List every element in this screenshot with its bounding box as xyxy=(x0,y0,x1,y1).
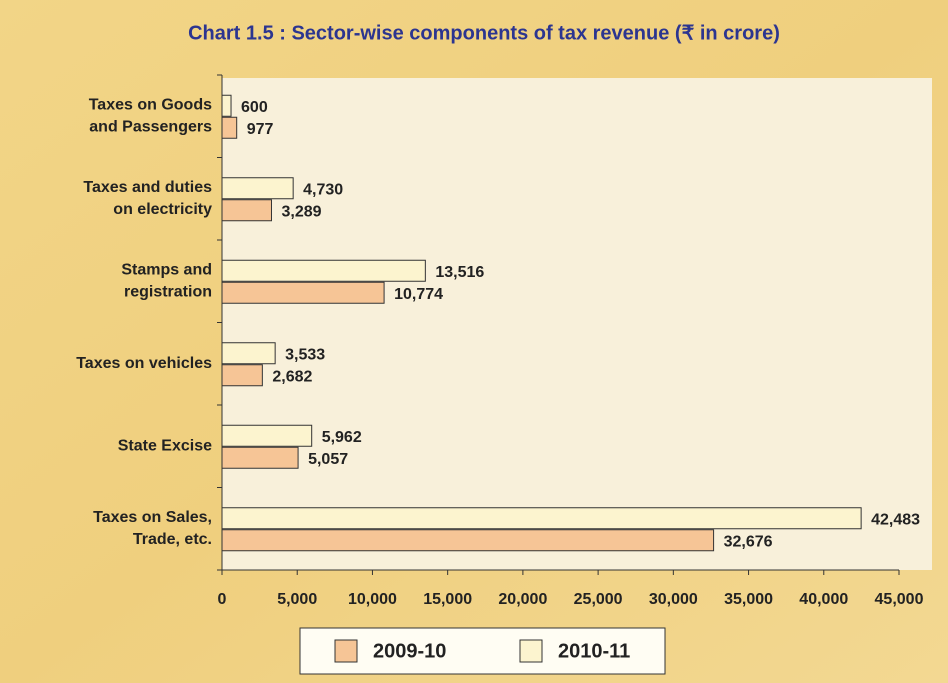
bar xyxy=(221,177,294,200)
category-label: Taxes and duties xyxy=(83,179,212,196)
value-label: 32,676 xyxy=(724,533,773,550)
x-tick-label: 25,000 xyxy=(574,591,623,608)
value-label: 13,516 xyxy=(435,264,484,281)
bar xyxy=(221,342,276,365)
x-tick-label: 0 xyxy=(218,591,227,608)
chart-title: Chart 1.5 : Sector-wise components of ta… xyxy=(188,22,780,44)
value-label: 4,730 xyxy=(303,181,343,198)
legend-swatch xyxy=(519,639,543,663)
value-label: 3,289 xyxy=(281,203,321,220)
x-tick-label: 30,000 xyxy=(649,591,698,608)
bar xyxy=(221,507,862,530)
x-tick-label: 5,000 xyxy=(277,591,317,608)
legend-label: 2010-11 xyxy=(558,640,630,662)
value-label: 600 xyxy=(241,99,268,116)
x-tick-label: 35,000 xyxy=(724,591,773,608)
category-label: Taxes on Goods xyxy=(89,96,212,113)
category-label: Taxes on vehicles xyxy=(76,355,212,372)
bar xyxy=(221,446,299,469)
category-label: and Passengers xyxy=(89,118,212,135)
legend-swatch xyxy=(334,639,358,663)
bar xyxy=(221,116,238,139)
plot-area xyxy=(222,78,932,570)
bar xyxy=(221,529,715,552)
value-label: 977 xyxy=(247,121,274,138)
category-label: Taxes on Sales, xyxy=(93,509,212,526)
value-label: 3,533 xyxy=(285,346,325,363)
bar xyxy=(221,199,272,222)
value-label: 42,483 xyxy=(871,511,920,528)
bar xyxy=(221,259,426,282)
bar xyxy=(221,424,313,447)
x-tick-label: 10,000 xyxy=(348,591,397,608)
value-label: 2,682 xyxy=(272,368,312,385)
bar xyxy=(221,281,385,304)
category-label: State Excise xyxy=(118,437,212,454)
category-label: Stamps and xyxy=(121,261,212,278)
category-label: registration xyxy=(124,283,212,300)
x-tick-label: 15,000 xyxy=(423,591,472,608)
legend-label: 2009-10 xyxy=(373,640,446,662)
value-label: 5,962 xyxy=(322,429,362,446)
value-label: 10,774 xyxy=(394,286,443,303)
x-tick-label: 45,000 xyxy=(875,591,924,608)
bar xyxy=(221,94,232,117)
category-label: on electricity xyxy=(113,201,212,218)
legend-box xyxy=(299,627,666,675)
x-tick-label: 40,000 xyxy=(799,591,848,608)
bar xyxy=(221,364,263,387)
category-label: Trade, etc. xyxy=(133,531,212,548)
x-tick-label: 20,000 xyxy=(498,591,547,608)
value-label: 5,057 xyxy=(308,451,348,468)
